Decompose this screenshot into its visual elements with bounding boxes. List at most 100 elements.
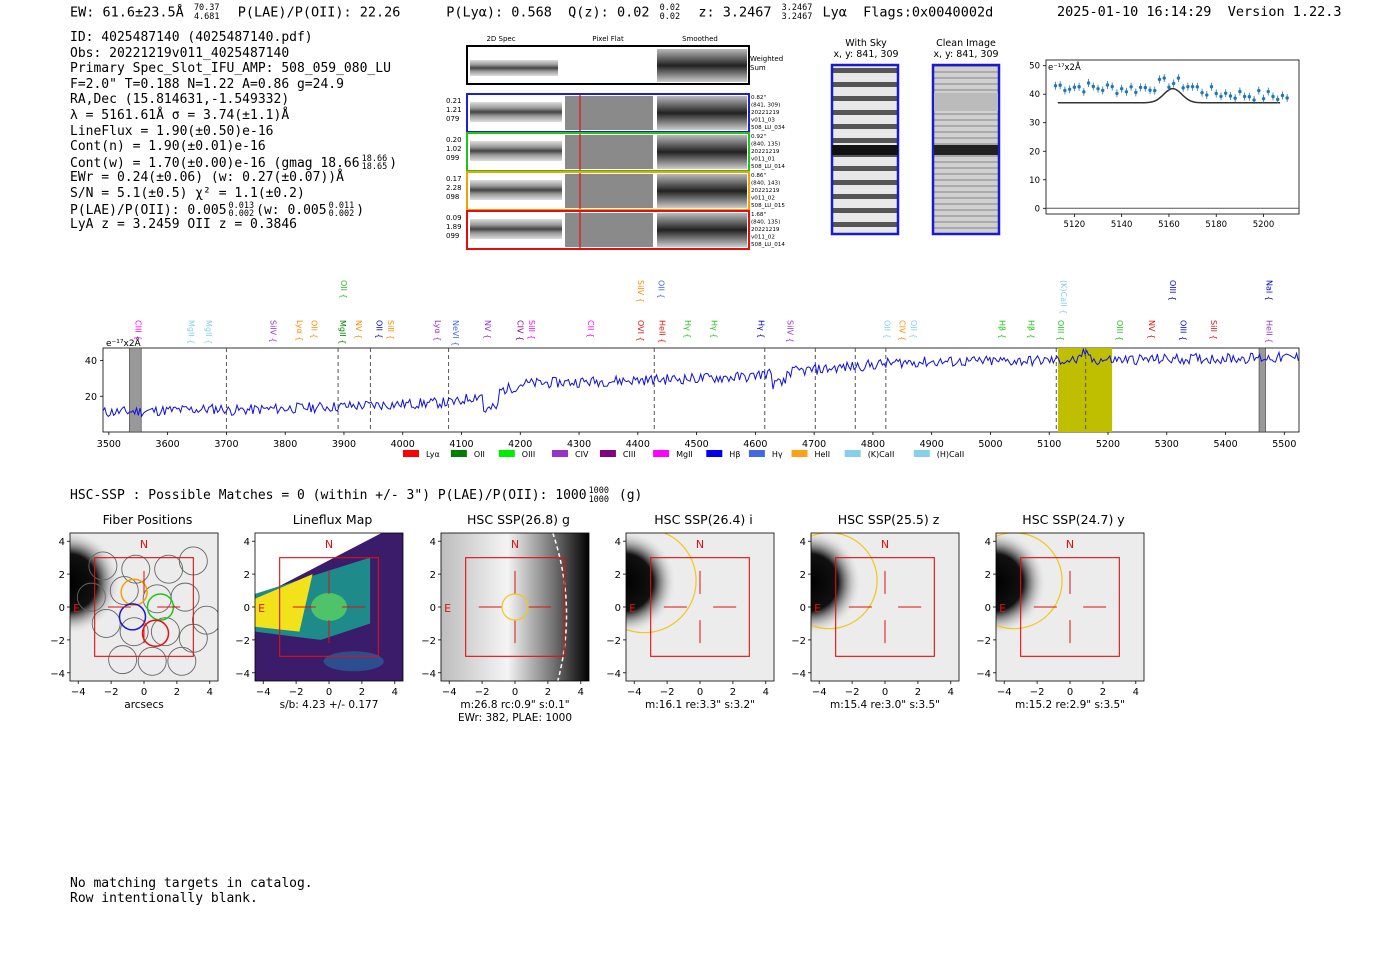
svg-text:HeII {: HeII { (1265, 320, 1274, 343)
spectrum-curve (102, 347, 1299, 418)
zoom-xtick: 5180 (1205, 220, 1227, 230)
info-id: ID: 4025487140 (4025487140.pdf) (70, 30, 313, 45)
col-2d-spec: 2D Spec (486, 35, 515, 43)
line-label: OII { (374, 320, 383, 339)
zoom-data-point (1186, 84, 1190, 89)
spectrum-xtick: 5100 (1037, 439, 1061, 450)
cutout-right-label: v011_02 (751, 196, 775, 202)
line-label: OII { (656, 280, 665, 299)
cutout-right-label: 508_LU_014 (751, 164, 785, 170)
hsc-ytick: 4 (244, 537, 250, 548)
cutout-right-label: 20221219 (751, 110, 780, 116)
zoom-unit: e⁻¹⁷x2Å (1048, 61, 1081, 73)
svg-text:CIII {: CIII { (133, 320, 142, 340)
svg-text:SiII {: SiII { (386, 320, 395, 340)
spectrum-xtick: 4100 (449, 439, 473, 450)
svg-text:Hβ: Hβ (729, 450, 740, 459)
hsc-ytick: −4 (791, 669, 806, 680)
hsc-image: N E −4 −4 −2 −2 0 0 2 2 4 4 m:16.1 re:3.3" s:3.2" (606, 532, 775, 711)
spectrum-xtick: 3800 (273, 439, 297, 450)
hsc-xtick: 4 (392, 687, 398, 698)
line-label: SiIV { (269, 320, 278, 343)
hsc-xtick: 4 (578, 687, 584, 698)
cutout-left-label: 098 (446, 193, 459, 201)
hsc-xtick: −2 (104, 687, 119, 698)
header-summary: EW: 61.6±23.5Å 70.37 4.681 P(LAE)/P(OII):… (70, 3, 994, 22)
hsc-ytick: −2 (235, 636, 250, 647)
zoom-data-point (1238, 89, 1242, 94)
svg-text:SiIV {: SiIV { (636, 280, 645, 303)
hsc-xtick: −2 (475, 687, 490, 698)
line-label: SiII { (1209, 320, 1218, 340)
svg-text:MgII {: MgII { (204, 320, 213, 344)
cutout-right-label: 20221219 (751, 227, 780, 233)
zoom-data-point (1077, 85, 1081, 89)
cutout-left-label: 1.21 (446, 106, 462, 114)
svg-text:CIV {: CIV { (515, 320, 524, 341)
svg-text:OII {: OII { (374, 320, 383, 339)
cutout-right-label: v011_03 (751, 118, 775, 124)
fiber-circle (88, 551, 118, 581)
fiber-circle (167, 646, 197, 676)
fiber-circle (170, 582, 200, 612)
hsc-caption-2: EWr: 382, PLAE: 1000 (458, 712, 572, 724)
info-params: F=2.0" T=0.188 N=1.22 A=0.86 g=24.9 (70, 76, 344, 92)
svg-text:OII {: OII { (656, 280, 665, 299)
svg-text:MgII {: MgII { (186, 320, 195, 344)
line-label: Hγ { (683, 320, 692, 338)
hsc-panel-title: Lineflux Map (292, 512, 373, 527)
hsc-panel-2: Lineflux Map N E −4 −4 −2 −2 0 0 2 2 4 4 s/b: 4.23 +/… (235, 512, 410, 711)
hsc-xtick: 0 (697, 687, 703, 698)
line-label: NeVI { (451, 320, 460, 346)
svg-text:NV {: NV { (354, 320, 363, 339)
north-marker: N (325, 538, 333, 551)
fiber-circle (137, 646, 167, 676)
east-marker: E (444, 602, 451, 615)
zoom-data-point (1247, 95, 1252, 99)
zoom-data-point (1157, 77, 1162, 82)
spectrum-xtick: 4500 (684, 439, 708, 450)
svg-text:NV {: NV { (1147, 320, 1156, 339)
hsc-ytick: −2 (976, 636, 991, 647)
hsc-panel-title: HSC SSP(26.8) g (467, 512, 570, 527)
zoom-ytick: 30 (1029, 119, 1040, 129)
zoom-data-point (1271, 94, 1275, 99)
fiber-circle (91, 608, 121, 638)
svg-text:(H)CaII: (H)CaII (937, 450, 964, 459)
hsc-xtick: −4 (256, 687, 271, 698)
north-marker: N (511, 538, 519, 551)
hsc-xtick: −4 (627, 687, 642, 698)
hsc-xtick: 0 (1067, 687, 1073, 698)
detection-band (1058, 348, 1113, 432)
zoom-data-point (1209, 84, 1214, 89)
line-label: OIII { (1056, 320, 1065, 341)
clean-image-title: Clean Image x, y: 841, 309 (933, 38, 999, 60)
svg-text:Hγ {: Hγ { (709, 320, 718, 338)
full-spectrum-plot: CIII {MgII {MgII {SiIV {Lyα {OII {OII {M… (85, 280, 1300, 459)
svg-text:NeVI {: NeVI { (451, 320, 460, 346)
hsc-xtick: −2 (845, 687, 860, 698)
with-sky-line (832, 145, 898, 155)
cutout-right-label: v011_01 (751, 157, 775, 163)
line-label: NaI { (1265, 280, 1274, 301)
svg-text:Lyα {: Lyα { (295, 320, 304, 341)
line-label: CIII { (133, 320, 142, 340)
hsc-xtick: −4 (71, 687, 86, 698)
hsc-caption: s/b: 4.23 +/- 0.177 (280, 699, 379, 711)
svg-text:(K)CaII: (K)CaII (868, 450, 895, 459)
hsc-panel-3: HSC SSP(26.8) g N E −4 −4 −2 −2 0 0 2 2 4 4 m:26.8 rc… (421, 512, 596, 724)
legend-entry: (K)CaII (844, 450, 895, 459)
svg-text:NV {: NV { (483, 320, 492, 339)
plya-value: P(Lyα): 0.568 (446, 4, 552, 21)
zoom-data-point (1101, 88, 1105, 93)
line-label: OII { (909, 320, 918, 339)
legend-entry: Hβ (706, 450, 740, 459)
spectrum-xtick: 5500 (1272, 439, 1296, 450)
zoom-data-point (1224, 91, 1228, 95)
plae-header: P(LAE)/P(OII): 22.26 (237, 4, 401, 21)
hsc-xtick: 0 (141, 687, 147, 698)
zoom-data-point (1214, 91, 1218, 96)
svg-text:OII {: OII { (883, 320, 892, 339)
line-label: MgII { (204, 320, 213, 344)
cutout-smoothed (657, 135, 747, 169)
